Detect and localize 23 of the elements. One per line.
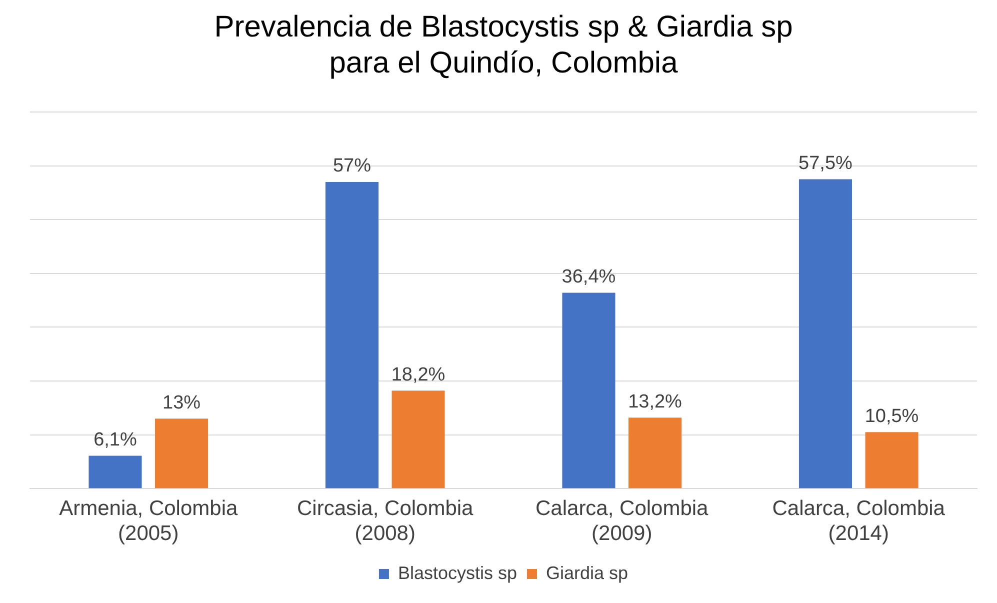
data-label: 10,5% [864,406,919,427]
data-label: 13% [162,392,201,414]
chart-title: Prevalencia de Blastocystis sp & Giardia sp para el Quindío, Colombia [214,10,793,80]
x-tick-label: Calarca, Colombia (2009) [536,496,709,546]
bar [155,418,208,488]
bar [562,292,616,488]
x-tick-label: Armenia, Colombia (2005) [59,496,238,546]
legend-label: Blastocystis sp [398,562,518,583]
bar [392,390,445,488]
bar [88,456,142,488]
bar [798,179,852,488]
bar [325,182,378,488]
bar [865,432,918,488]
data-label: 18,2% [391,364,446,386]
legend-label: Giardia sp [546,562,628,583]
x-tick-label: Calarca, Colombia (2014) [772,496,946,546]
data-label: 36,4% [562,266,616,288]
data-label: 13,2% [628,391,682,412]
data-label: 6,1% [94,430,137,451]
bar [628,418,682,488]
x-tick-label: Circasia, Colombia (2008) [297,496,474,546]
data-label: 57% [332,156,372,177]
data-label: 57,5% [798,152,853,174]
